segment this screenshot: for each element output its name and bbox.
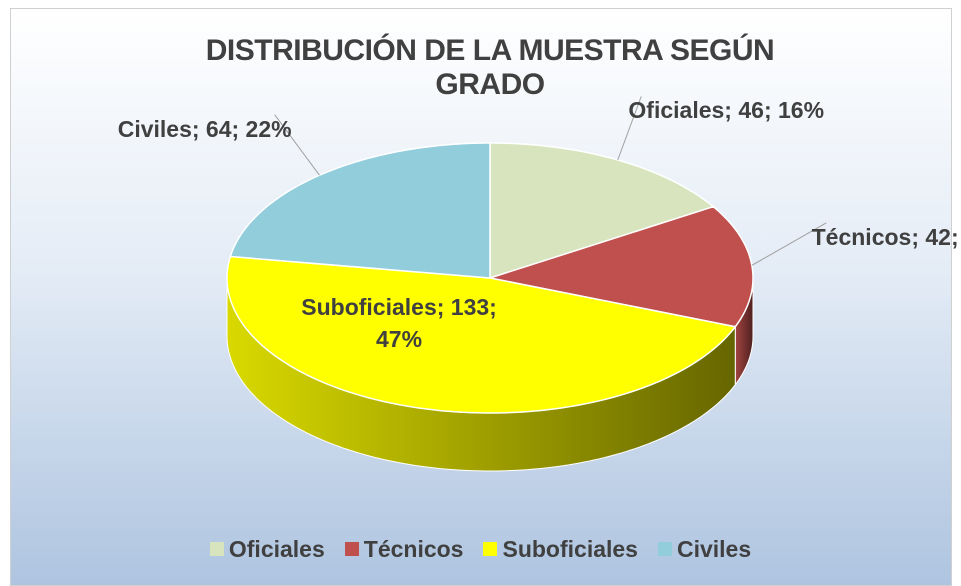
legend: Oficiales Técnicos Suboficiales Civiles xyxy=(0,536,961,563)
pie-slice xyxy=(226,255,737,414)
legend-label: Técnicos xyxy=(363,536,464,562)
leader-line xyxy=(617,96,642,161)
pie-tops xyxy=(226,142,754,414)
data-label: Oficiales; 46; 16% xyxy=(628,97,825,124)
data-label: Técnicos; 42; 15% xyxy=(811,223,961,250)
legend-swatch xyxy=(209,542,224,556)
legend-item: Oficiales xyxy=(209,536,325,563)
legend-item: Suboficiales xyxy=(483,536,638,563)
legend-item: Técnicos xyxy=(344,536,464,563)
data-label: Suboficiales; 133; 47% xyxy=(301,294,497,353)
chart-title: DISTRIBUCIÓN DE LA MUESTRA SEGÚN GRADO xyxy=(205,34,775,101)
legend-swatch xyxy=(657,542,672,556)
leader-line xyxy=(274,114,320,176)
pie-slice xyxy=(489,205,754,328)
pie-slice xyxy=(489,142,715,280)
leader-line xyxy=(751,222,827,266)
legend-label: Civiles xyxy=(676,536,752,562)
legend-swatch xyxy=(483,542,498,556)
pie-slice xyxy=(229,142,491,279)
data-label: Civiles; 64; 22% xyxy=(117,115,292,142)
legend-label: Oficiales xyxy=(228,536,325,562)
legend-label: Suboficiales xyxy=(502,536,638,562)
legend-swatch xyxy=(344,542,359,556)
legend-item: Civiles xyxy=(657,536,752,563)
